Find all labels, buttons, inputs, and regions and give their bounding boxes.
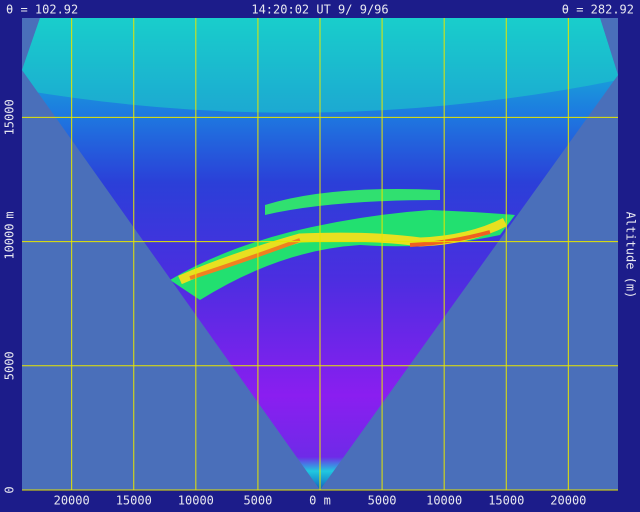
- title-left: θ = 102.92: [6, 3, 78, 17]
- y-tick-label: 0: [3, 486, 17, 493]
- x-tick-label: 15000: [488, 494, 524, 508]
- x-tick-label: 5000: [368, 494, 397, 508]
- x-tick-label: 10000: [178, 494, 214, 508]
- y-unit: m: [3, 211, 17, 218]
- x-tick-label: 0 m: [309, 494, 331, 508]
- x-tick-label: 5000: [243, 494, 272, 508]
- aerosol-upper: [265, 189, 440, 215]
- y-tick-label: 15000: [3, 99, 17, 135]
- x-tick-label: 10000: [426, 494, 462, 508]
- y-axis-label: Altitude (m): [624, 212, 638, 299]
- aerosol-peak: [189, 238, 301, 280]
- x-tick-label: 20000: [54, 494, 90, 508]
- x-tick-label: 20000: [550, 494, 586, 508]
- x-tick-label: 15000: [116, 494, 152, 508]
- y-tick-label: 10000: [3, 224, 17, 260]
- aerosol-layer: [170, 210, 515, 300]
- title-center: 14:20:02 UT 9/ 9/96: [251, 3, 388, 17]
- aerosol-peak: [409, 230, 491, 247]
- y-tick-label: 5000: [3, 351, 17, 380]
- title-right: θ = 282.92: [562, 3, 634, 17]
